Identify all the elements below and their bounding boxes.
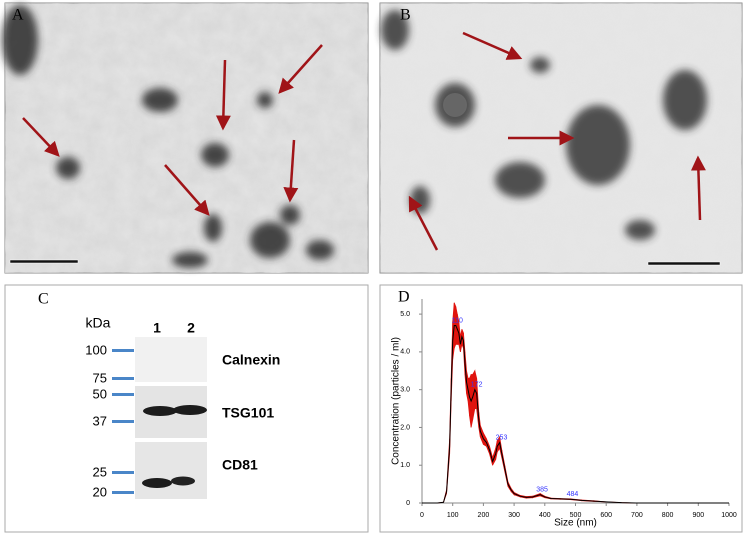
x-tick-label: 0 bbox=[420, 512, 424, 519]
peak-label: 484 bbox=[567, 491, 579, 498]
tem-image-b: B bbox=[379, 2, 743, 274]
marker-label: 100 bbox=[85, 342, 107, 357]
protein-label: Calnexin bbox=[222, 352, 280, 368]
x-tick-label: 800 bbox=[662, 512, 674, 519]
y-tick-label: 5.0 bbox=[400, 311, 410, 318]
y-tick-label: 4.0 bbox=[400, 349, 410, 356]
marker-label: 75 bbox=[93, 370, 107, 385]
x-tick-label: 200 bbox=[478, 512, 490, 519]
protein-label: CD81 bbox=[222, 457, 258, 473]
y-tick-label: 3.0 bbox=[400, 387, 410, 394]
peak-label: 253 bbox=[496, 434, 508, 441]
x-tick-label: 1000 bbox=[721, 512, 737, 519]
x-tick-label: 600 bbox=[600, 512, 612, 519]
peak-label: 172 bbox=[471, 382, 483, 389]
x-tick-label: 300 bbox=[508, 512, 520, 519]
unit-label: kDa bbox=[86, 315, 111, 331]
protein-label: TSG101 bbox=[222, 405, 274, 421]
marker-label: 37 bbox=[93, 413, 107, 428]
y-axis-label: Concentration (particles / ml) bbox=[391, 337, 402, 465]
y-tick-label: 1.0 bbox=[400, 462, 410, 469]
y-tick-label: 0 bbox=[406, 500, 410, 507]
x-tick-label: 900 bbox=[692, 512, 704, 519]
panel-label: A bbox=[12, 7, 24, 24]
panel-label: C bbox=[38, 291, 49, 308]
panel-label: B bbox=[400, 7, 411, 24]
x-tick-label: 700 bbox=[631, 512, 643, 519]
lane-label: 2 bbox=[187, 320, 195, 336]
y-tick-label: 2.0 bbox=[400, 424, 410, 431]
marker-label: 20 bbox=[93, 484, 107, 499]
x-tick-label: 100 bbox=[447, 512, 459, 519]
peak-label: 110 bbox=[452, 317, 463, 324]
size-distribution-line bbox=[422, 324, 729, 504]
western-blot: C kDa 1 2 100 75 50 37 25 20 Calnexin TS… bbox=[4, 284, 369, 533]
x-axis-label: Size (nm) bbox=[554, 518, 597, 529]
tem-image-a: A bbox=[2, 2, 369, 274]
x-tick-label: 400 bbox=[539, 512, 551, 519]
x-tick-label: 500 bbox=[570, 512, 582, 519]
peak-label: 385 bbox=[536, 487, 548, 494]
nta-chart: D 0 100 200 300 400 500 600 700 800 900 1000 0 1.0 2.… bbox=[379, 284, 743, 533]
panel-label: D bbox=[398, 289, 410, 306]
marker-label: 25 bbox=[93, 464, 107, 479]
lane-label: 1 bbox=[153, 320, 161, 336]
marker-label: 50 bbox=[93, 386, 107, 401]
